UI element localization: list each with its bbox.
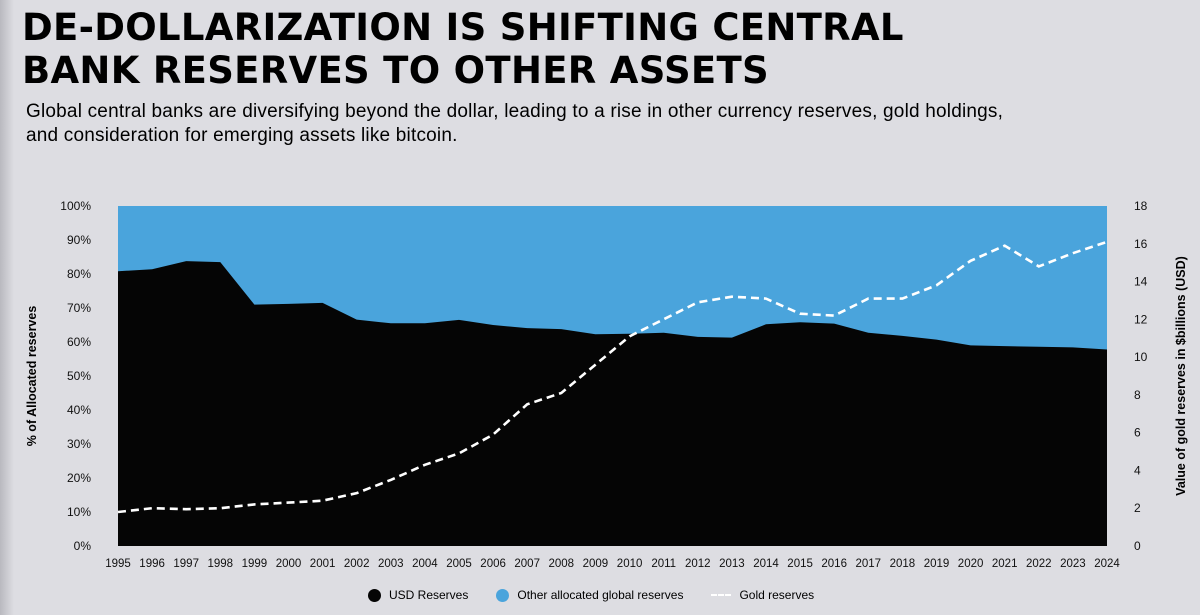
x-tick-label: 1997	[173, 558, 199, 570]
left-tick-label: 30%	[67, 437, 91, 451]
x-tick-label: 2013	[719, 558, 745, 570]
x-tick-label: 2011	[651, 558, 676, 570]
left-tick-label: 20%	[67, 471, 91, 485]
right-tick-label: 18	[1134, 199, 1148, 213]
legend: USD Reserves Other allocated global rese…	[368, 588, 842, 602]
x-tick-label: 2009	[583, 558, 609, 570]
x-tick-label: 2024	[1094, 558, 1120, 570]
legend-swatch-usd	[368, 588, 381, 602]
chart-title: DE-DOLLARIZATION IS SHIFTING CENTRAL BAN…	[22, 6, 904, 92]
x-tick-label: 1995	[105, 558, 131, 570]
left-tick-label: 80%	[67, 267, 91, 281]
right-tick-label: 10	[1134, 350, 1148, 364]
x-tick-label: 2022	[1026, 558, 1052, 570]
x-tick-label: 2012	[685, 558, 711, 570]
x-tick-label: 2000	[276, 558, 302, 570]
right-axis-label: Value of gold reserves in $billions (USD…	[1174, 256, 1188, 496]
right-tick-label: 16	[1134, 237, 1148, 251]
x-tick-label: 2007	[514, 558, 540, 570]
x-tick-label: 2001	[310, 558, 336, 570]
left-tick-label: 10%	[67, 505, 91, 519]
legend-item-usd: USD Reserves	[368, 588, 468, 602]
left-tick-label: 100%	[60, 199, 91, 213]
x-tick-label: 2023	[1060, 558, 1086, 570]
left-axis-label: % of Allocated reserves	[25, 306, 39, 447]
gold-reserves-line	[117, 240, 1108, 514]
right-tick-label: 8	[1134, 388, 1141, 402]
x-tick-label: 2020	[958, 558, 984, 570]
x-tick-label: 2014	[753, 558, 779, 570]
chart-subtitle: Global central banks are diversifying be…	[26, 101, 1004, 146]
right-tick-label: 4	[1134, 463, 1141, 477]
legend-label-gold: Gold reserves	[739, 588, 815, 602]
left-tick-label: 90%	[67, 233, 91, 247]
x-tick-label: 2021	[992, 558, 1018, 570]
right-tick-label: 6	[1134, 426, 1141, 440]
right-tick-label: 12	[1134, 312, 1148, 326]
legend-label-other: Other allocated global reserves	[517, 588, 684, 602]
legend-item-other: Other allocated global reserves	[496, 588, 683, 602]
usd-reserves-area	[118, 261, 1107, 546]
x-tick-label: 2006	[480, 558, 506, 570]
right-tick-label: 0	[1134, 539, 1141, 553]
x-tick-label: 2019	[924, 558, 950, 570]
x-tick-label: 2010	[617, 558, 643, 570]
legend-item-gold: Gold reserves	[711, 588, 814, 602]
x-tick-label: 2003	[378, 558, 404, 570]
x-tick-label: 1998	[208, 558, 234, 570]
left-tick-label: 50%	[67, 369, 91, 383]
legend-label-usd: USD Reserves	[389, 588, 469, 602]
left-tick-label: 40%	[67, 403, 91, 417]
x-tick-label: 2017	[856, 558, 882, 570]
legend-swatch-other	[496, 588, 510, 602]
x-tick-label: 1999	[242, 558, 268, 570]
page-edge-shadow	[0, 0, 14, 615]
x-tick-label: 2016	[821, 558, 847, 570]
left-tick-label: 0%	[74, 539, 92, 553]
right-tick-label: 14	[1134, 275, 1148, 289]
x-tick-label: 2018	[890, 558, 916, 570]
x-tick-label: 2002	[344, 558, 370, 570]
left-tick-label: 70%	[67, 301, 91, 315]
x-tick-label: 2004	[412, 558, 438, 570]
x-tick-label: 1996	[139, 558, 165, 570]
x-tick-label: 2015	[787, 558, 813, 570]
right-tick-label: 2	[1134, 501, 1141, 515]
legend-swatch-gold	[711, 594, 732, 596]
x-tick-label: 2005	[446, 558, 472, 570]
left-tick-label: 60%	[67, 335, 91, 349]
x-tick-label: 2008	[549, 558, 575, 570]
